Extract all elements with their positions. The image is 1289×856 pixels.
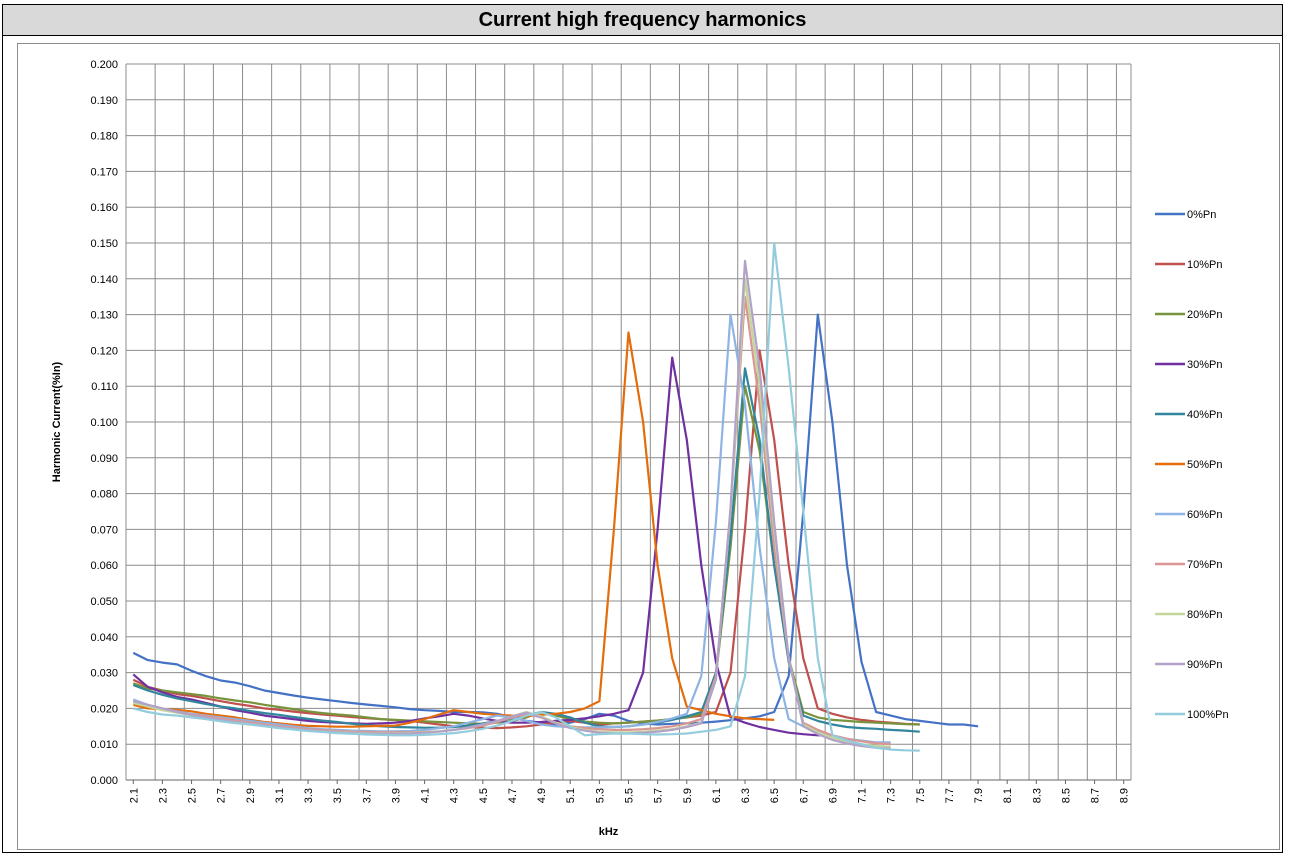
y-tick-label: 0.180 — [90, 131, 118, 143]
x-tick-label: 3.9 — [390, 788, 402, 803]
y-tick-label: 0.080 — [90, 489, 118, 501]
series-line — [132, 349, 920, 730]
panel-header: Current high frequency harmonics — [3, 5, 1282, 36]
x-tick-label: 7.3 — [886, 788, 898, 803]
x-tick-label: 2.5 — [187, 788, 199, 803]
chart-panel-title: Current high frequency harmonics — [478, 8, 807, 31]
x-tick-label: 6.9 — [827, 788, 839, 803]
legend-label: 100%Pn — [1187, 709, 1229, 721]
y-tick-label: 0.170 — [90, 166, 118, 178]
x-tick-label: 2.1 — [128, 788, 140, 803]
x-tick-label: 7.1 — [857, 788, 869, 803]
y-tick-label: 0.070 — [90, 524, 118, 536]
y-tick-label: 0.140 — [90, 274, 118, 286]
x-tick-label: 8.3 — [1031, 788, 1043, 803]
x-tick-label: 8.5 — [1060, 788, 1072, 803]
x-tick-label: 2.3 — [157, 788, 169, 803]
legend-label: 40%Pn — [1187, 409, 1222, 421]
report-panel: Current high frequency harmonics 0.000 0.… — [2, 4, 1283, 853]
x-tick-label: 5.9 — [682, 788, 694, 803]
x-tick-label: 7.5 — [915, 788, 927, 803]
y-tick-label: 0.020 — [90, 703, 118, 715]
series-line — [133, 331, 775, 728]
x-tick-label: 2.7 — [216, 788, 228, 803]
harmonics-line-chart: 0.000 0.010 0.020 0.030 0.040 0.050 0.060 0.070… — [51, 59, 1229, 838]
legend-label: 10%Pn — [1187, 259, 1222, 271]
x-tick-label: 8.1 — [1002, 788, 1014, 803]
legend-label: 70%Pn — [1187, 559, 1222, 571]
y-tick-label: 0.130 — [90, 310, 118, 322]
x-tick-label: 6.1 — [711, 788, 723, 803]
legend-label: 30%Pn — [1187, 359, 1222, 371]
x-tick-label: 3.3 — [303, 788, 315, 803]
x-tick-label: 7.9 — [973, 788, 985, 803]
chart-frame: 0.000 0.010 0.020 0.030 0.040 0.050 0.060 0.070… — [17, 43, 1280, 850]
y-tick-label: 0.030 — [90, 668, 118, 680]
series-line — [132, 313, 891, 744]
series-line — [133, 241, 920, 752]
y-tick-label: 0.150 — [90, 238, 118, 250]
x-tick-label: 4.9 — [536, 788, 548, 803]
y-tick-label: 0.100 — [90, 417, 118, 429]
x-tick-label: 5.7 — [653, 788, 665, 803]
series-line — [133, 277, 891, 748]
y-tick-label: 0.110 — [91, 381, 118, 393]
x-tick-label: 4.3 — [449, 788, 461, 803]
legend-label: 0%Pn — [1187, 209, 1216, 221]
series-line — [132, 295, 891, 746]
y-tick-label: 0.090 — [90, 453, 118, 465]
x-tick-label: 4.1 — [420, 788, 432, 803]
y-tick-label: 0.040 — [90, 632, 118, 644]
y-tick-label: 0.010 — [90, 739, 118, 751]
series-line — [132, 313, 979, 728]
y-tick-label: 0.200 — [90, 59, 118, 71]
x-tick-label: 8.7 — [1090, 788, 1102, 803]
x-axis-title: kHz — [599, 826, 619, 838]
x-tick-label: 6.7 — [798, 788, 810, 803]
y-tick-label: 0.120 — [90, 345, 118, 357]
y-tick-label: 0.050 — [90, 596, 118, 608]
x-tick-label: 6.3 — [740, 788, 752, 803]
x-tick-label: 3.7 — [361, 788, 373, 803]
x-tick-label: 7.7 — [944, 788, 956, 803]
x-tick-label: 5.1 — [565, 788, 577, 803]
legend-label: 90%Pn — [1187, 659, 1222, 671]
y-tick-label: 0.000 — [90, 775, 118, 787]
series-line — [133, 259, 891, 750]
x-tick-label: 5.3 — [594, 788, 606, 803]
x-tick-label: 8.9 — [1119, 788, 1131, 803]
x-tick-label: 3.5 — [332, 788, 344, 803]
legend-label: 20%Pn — [1187, 309, 1222, 321]
y-tick-label: 0.060 — [90, 560, 118, 572]
x-tick-label: 2.9 — [245, 788, 257, 803]
y-tick-label: 0.190 — [90, 95, 118, 107]
x-tick-label: 4.7 — [507, 788, 519, 803]
y-axis-title: Harmonic Current(%In) — [51, 361, 63, 482]
legend-label: 80%Pn — [1187, 609, 1222, 621]
series-line — [132, 385, 920, 726]
x-tick-label: 4.5 — [478, 788, 490, 803]
y-tick-label: 0.160 — [90, 202, 118, 214]
legend-label: 60%Pn — [1187, 509, 1222, 521]
legend-label: 50%Pn — [1187, 459, 1222, 471]
x-tick-label: 5.5 — [624, 788, 636, 803]
x-tick-label: 6.5 — [769, 788, 781, 803]
series-line — [132, 367, 920, 733]
x-tick-label: 3.1 — [274, 788, 286, 803]
